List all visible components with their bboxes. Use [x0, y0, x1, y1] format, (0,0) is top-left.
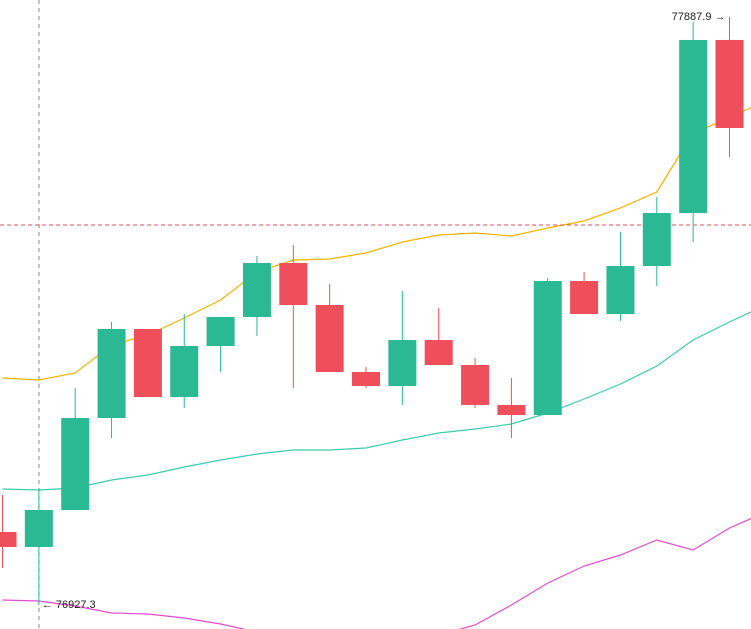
- candle-body: [533, 281, 562, 416]
- candle-body: [715, 39, 744, 128]
- ma-line: [2, 517, 751, 629]
- price-annotation: 77887.9 →: [672, 11, 726, 23]
- candle-body: [461, 364, 490, 405]
- price-annotation: ← 76927.3: [42, 599, 96, 611]
- candle-body: [352, 371, 380, 386]
- candle-body: [242, 263, 271, 318]
- ma-line: [2, 311, 751, 491]
- candle-body: [133, 329, 162, 398]
- candle-body: [24, 510, 53, 547]
- candle-body: [61, 418, 90, 511]
- candle-body: [0, 531, 17, 547]
- candle-body: [679, 39, 708, 214]
- candle-body: [388, 340, 417, 386]
- candle-body: [279, 263, 308, 306]
- candle-body: [642, 213, 671, 267]
- candle-body: [97, 329, 126, 419]
- candle-body: [497, 404, 526, 416]
- candle-body: [315, 305, 344, 372]
- candle-body: [606, 266, 635, 315]
- candle-body: [206, 317, 235, 347]
- candle-body: [424, 340, 453, 365]
- ma-line: [2, 106, 751, 381]
- candle-body: [170, 346, 199, 398]
- candle-body: [570, 281, 599, 315]
